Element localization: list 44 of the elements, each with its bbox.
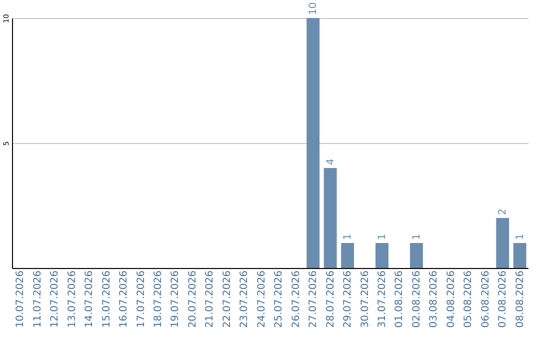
x-tick-label: 15.07.2026 [101, 270, 112, 328]
x-tick-label: 07.08.2026 [498, 270, 509, 328]
data-label: 1 [376, 234, 388, 240]
data-label: 10 [308, 2, 320, 15]
data-label: 4 [325, 158, 336, 165]
x-tick-label: 21.07.2026 [204, 270, 216, 328]
bar [341, 243, 354, 268]
x-tick-label: 02.08.2026 [411, 270, 422, 328]
x-tick-label: 25.07.2026 [274, 270, 285, 328]
x-tick-label: 12.07.2026 [50, 270, 61, 328]
x-tick-label: 31.07.2026 [376, 270, 388, 328]
x-tick-label: 27.07.2026 [308, 270, 320, 328]
bar [324, 168, 337, 268]
bar [410, 243, 423, 268]
x-tick-label: 23.07.2026 [239, 270, 250, 328]
x-tick-label: 30.07.2026 [360, 270, 371, 328]
data-label: 1 [514, 234, 526, 240]
x-tick-label: 24.07.2026 [256, 270, 268, 328]
x-tick-label: 18.07.2026 [153, 270, 164, 328]
bar [496, 218, 510, 268]
x-tick-label: 28.07.2026 [325, 270, 336, 328]
x-tick-label: 13.07.2026 [66, 270, 78, 328]
x-tick-label: 08.08.2026 [514, 270, 526, 328]
x-tick-label: 26.07.2026 [290, 270, 302, 328]
x-tick-label: 19.07.2026 [170, 270, 182, 328]
x-tick-label: 11.07.2026 [32, 270, 44, 328]
bar [513, 243, 526, 268]
x-tick-label: 05.08.2026 [463, 270, 474, 328]
x-tick-label: 22.07.2026 [222, 270, 233, 328]
x-tick-label: 16.07.2026 [118, 270, 130, 328]
x-tick-label: 20.07.2026 [187, 270, 198, 328]
data-label: 1 [411, 234, 422, 240]
x-tick-label: 10.07.2026 [15, 270, 26, 328]
x-tick-label: 29.07.2026 [342, 270, 354, 328]
bar [376, 243, 388, 268]
x-tick-label: 01.08.2026 [394, 270, 406, 328]
data-label: 2 [498, 208, 509, 215]
x-tick-label: 17.07.2026 [136, 270, 147, 328]
bar [306, 18, 320, 268]
x-tick-label: 14.07.2026 [84, 270, 96, 328]
data-label: 1 [342, 234, 354, 240]
x-tick-label: 03.08.2026 [428, 270, 440, 328]
x-tick-label: 04.08.2026 [446, 270, 457, 328]
x-tick-label: 06.08.2026 [480, 270, 492, 328]
